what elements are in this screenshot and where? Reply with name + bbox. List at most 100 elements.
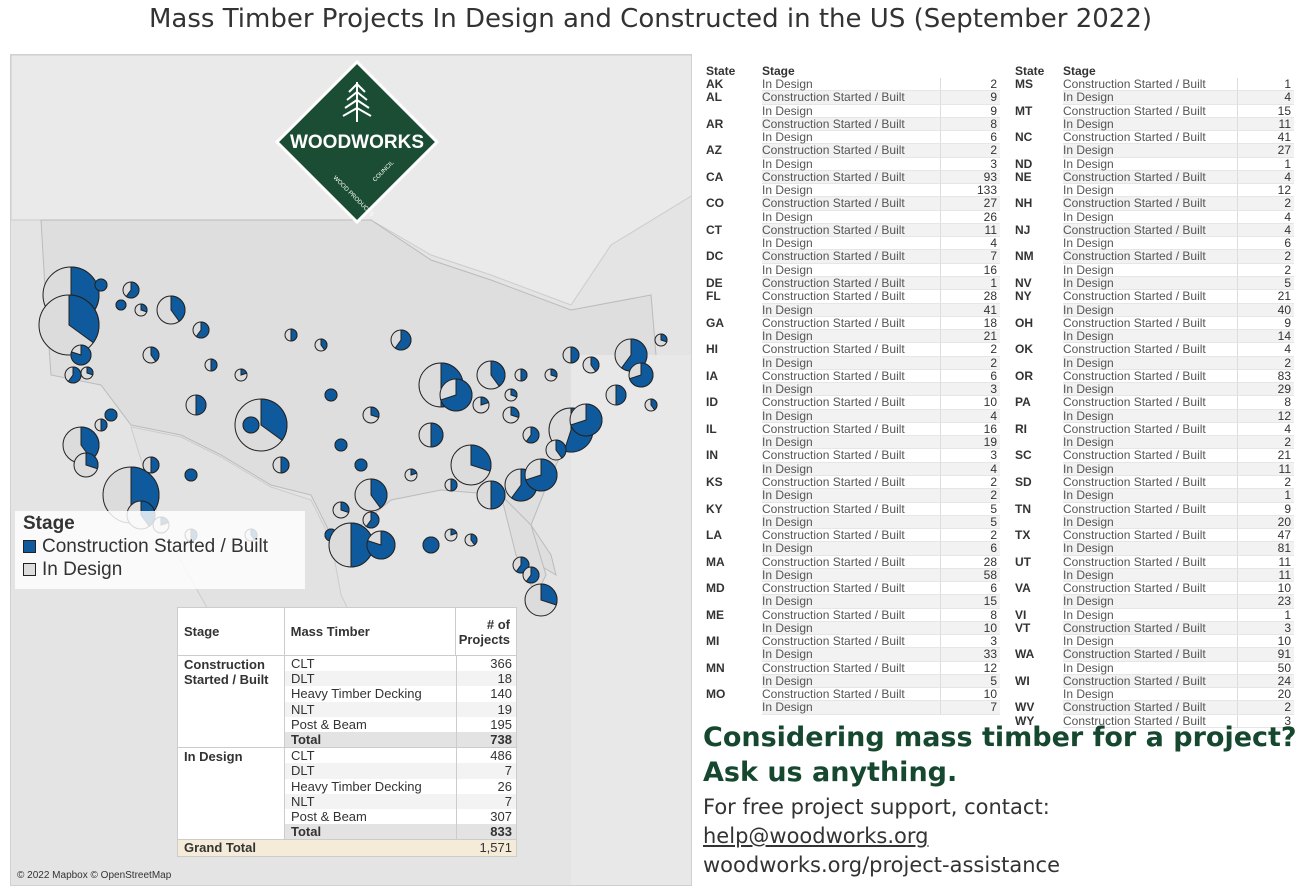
project-bubble-built-slice[interactable] [540,583,558,606]
state-row: CO Construction Started / Built 27 [706,197,1000,211]
project-bubble-built-slice[interactable] [525,426,540,444]
project-bubble-built-slice[interactable] [550,368,558,378]
project-bubble-built-slice[interactable] [260,398,288,441]
state-stage: Construction Started / Built [1063,369,1237,384]
state-stage: In Design [762,303,940,317]
project-bubble-built-slice[interactable] [170,295,186,323]
project-bubble-built-slice[interactable] [184,468,198,482]
project-bubble-built-slice[interactable] [570,346,580,364]
project-bubble-built-slice[interactable] [195,321,210,339]
state-count: 3 [1237,714,1294,729]
contact-email-link[interactable]: help@woodworks.org [703,824,929,848]
project-bubble-built-slice[interactable] [86,366,94,376]
state-code: AK [706,77,724,91]
project-bubble-built-slice[interactable] [490,360,506,388]
state-count: 5 [940,515,1000,530]
state-row: In Design 5 [706,515,1000,530]
state-count: 20 [1237,515,1294,530]
summary-row: CLT 366 [285,656,516,672]
state-code: NY [1015,289,1032,304]
project-bubble-built-slice[interactable] [555,439,567,459]
project-bubble-built-slice[interactable] [67,366,82,384]
project-bubble-built-slice[interactable] [240,368,248,376]
project-bubble-built-slice[interactable] [324,388,338,402]
project-bubble-built-slice[interactable] [195,394,207,416]
project-bubble-built-slice[interactable] [150,456,160,474]
state-code: MT [1015,103,1033,118]
project-bubble-built-slice[interactable] [150,346,160,363]
project-bubble-built-slice[interactable] [570,403,603,437]
project-bubble-built-slice[interactable] [104,408,118,422]
project-bubble-built-slice[interactable] [370,406,380,419]
project-map[interactable]: WOODWORKS WOOD PRODUCTS COUNCIL Stage Co… [10,54,692,886]
project-bubble-built-slice[interactable] [520,368,528,382]
project-bubble-built-slice[interactable] [590,356,600,373]
project-bubble-built-slice[interactable] [320,338,328,351]
summary-row: Heavy Timber Decking 140 [285,686,516,702]
project-bubble-built-slice[interactable] [628,362,654,388]
project-bubble-built-slice[interactable] [354,458,368,472]
state-row: In Design 33 [706,648,1000,662]
project-bubble-built-slice[interactable] [410,468,418,476]
project-bubble-built-slice[interactable] [100,418,108,432]
state-stage: In Design [1063,91,1237,105]
map-attribution[interactable]: © 2022 Mapbox © OpenStreetMap [17,870,172,881]
project-bubble-built-slice[interactable] [365,511,380,529]
project-bubble-built-slice[interactable] [430,422,444,448]
state-stage: In Design [1063,329,1237,344]
project-bubble-built-slice[interactable] [94,278,108,292]
project-bubble-built-slice[interactable] [340,501,350,514]
project-bubble-built-slice[interactable] [394,329,412,351]
project-bubble-built-slice[interactable] [115,299,127,311]
project-bubble-built-slice[interactable] [510,388,518,398]
state-row: DC Construction Started / Built 7 [706,250,1000,264]
state-code: IN [706,448,718,463]
project-bubble-built-slice[interactable] [68,294,100,344]
project-bubble-built-slice[interactable] [366,530,396,560]
state-count: 93 [940,170,1000,185]
state-count: 26 [940,210,1000,224]
legend-item-design[interactable]: In Design [23,558,297,581]
project-bubble-built-slice[interactable] [280,456,290,474]
project-bubble-built-slice[interactable] [650,398,658,411]
project-bubble-built-slice[interactable] [70,344,92,366]
state-count: 2 [940,356,1000,370]
project-bubble-built-slice[interactable] [450,528,458,536]
project-bubble-built-slice[interactable] [140,303,148,313]
project-bubble-built-slice[interactable] [480,396,490,406]
project-bubble-built-slice[interactable] [290,328,298,342]
project-bubble-built-slice[interactable] [525,566,540,584]
project-bubble-built-slice[interactable] [470,533,478,546]
state-row: In Design 2 [1015,263,1294,277]
summary-group-stage: Construction Started / Built [178,656,285,748]
state-stage: In Design [762,237,940,251]
legend-item-built[interactable]: Construction Started / Built [23,535,297,558]
project-bubble-built-slice[interactable] [242,416,260,434]
project-bubble-built-slice[interactable] [660,333,668,343]
project-bubble-built-slice[interactable] [422,536,440,554]
project-bubble-built-slice[interactable] [615,384,627,406]
project-bubble-built-slice[interactable] [525,458,558,492]
state-row: IA Construction Started / Built 6 [706,369,1000,384]
project-bubble-built-slice[interactable] [470,444,492,472]
project-bubble-built-slice[interactable] [125,281,140,299]
state-row: In Design 6 [706,542,1000,556]
project-bubble-built-slice[interactable] [210,358,218,372]
project-bubbles[interactable] [38,266,668,617]
summary-header: Stage Mass Timber # of Projects [178,608,516,656]
state-code [1015,383,1063,396]
project-bubble-built-slice[interactable] [490,480,506,510]
state-stage: In Design [1063,117,1237,132]
state-row: HI Construction Started / Built 2 [706,343,1000,357]
state-row: In Design 4 [706,237,1000,251]
contact-url-link[interactable]: woodworks.org/project-assistance [703,853,1061,877]
project-bubble-built-slice[interactable] [510,406,520,419]
state-stage: Construction Started / Built [1063,130,1237,145]
project-bubble-built-slice[interactable] [450,478,458,492]
project-bubble-built-slice[interactable] [85,452,99,470]
project-bubble-built-slice[interactable] [440,378,473,412]
project-bubble-built-slice[interactable] [370,478,388,509]
project-bubble-built-slice[interactable] [334,438,348,452]
state-row: In Design 4 [1015,210,1294,224]
state-row: In Design 16 [706,263,1000,277]
